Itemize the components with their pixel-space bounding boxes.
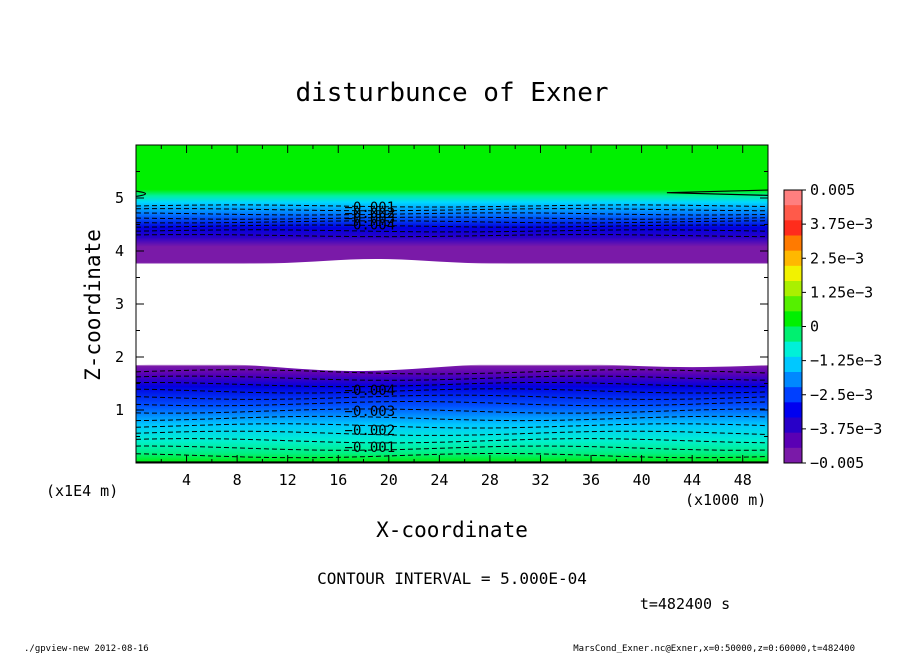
- y-axis-label: Z-coordinate: [81, 229, 105, 381]
- colorbar-cell: [784, 402, 802, 418]
- x-tick-label: 28: [481, 471, 499, 489]
- contour-line-lower: [135, 394, 769, 400]
- contour-label-lower: −0.002: [345, 423, 396, 439]
- colorbar-cell: [784, 326, 802, 343]
- colorbar-cell: [784, 356, 802, 373]
- contour-line-lower: [135, 381, 769, 388]
- x-unit-label: (x1000 m): [685, 491, 766, 509]
- x-axis-label: X-coordinate: [376, 518, 528, 542]
- contour-line-upper: [135, 216, 769, 220]
- contour-line-upper: [135, 204, 769, 208]
- contour-zero-right: [666, 189, 769, 196]
- colorbar-cell: [784, 341, 802, 358]
- colorbar-cell: [784, 220, 802, 236]
- colorbar-tick-label: 2.5e−3: [810, 249, 864, 267]
- contour-line-upper: [135, 212, 769, 216]
- contour-label-lower: −0.003: [345, 404, 396, 420]
- plot-area: −0.001−0.002−0.003−0.004−0.004−0.003−0.0…: [115, 144, 769, 489]
- contour-line-lower: [135, 408, 769, 414]
- contour-line-upper: [135, 220, 769, 224]
- colorbar-tick-label: −0.005: [810, 454, 864, 472]
- x-tick-label: 40: [633, 471, 651, 489]
- y-tick-label: 1: [115, 401, 124, 419]
- contour-line-lower: [135, 401, 769, 407]
- y-tick-label: 3: [115, 295, 124, 313]
- x-tick-label: 36: [582, 471, 600, 489]
- y-tick-label: 5: [115, 189, 124, 207]
- contour-label-upper: −0.001: [345, 200, 396, 216]
- contour-line-lower: [135, 369, 769, 375]
- colorbar-cell: [784, 205, 802, 221]
- footer-left: ./gpview-new 2012-08-16: [24, 644, 149, 654]
- colorbar-cell: [784, 387, 802, 403]
- x-tick-label: 20: [380, 471, 398, 489]
- colorbar-tick-label: −1.25e−3: [810, 352, 882, 370]
- colorbar: 0.005 3.75e−3 2.5e−3 1.25e−3 0 −1.25e−3 −2.5e−…: [783, 181, 882, 472]
- colorbar-cell: [784, 250, 802, 267]
- colorbar-cell: [784, 372, 802, 388]
- contour-line-upper: [135, 234, 769, 238]
- contour-line-lower: [135, 388, 769, 394]
- x-tick-label: 48: [734, 471, 752, 489]
- contour-line-lower: [135, 445, 769, 451]
- colorbar-tick-label: 1.25e−3: [810, 283, 873, 301]
- chart-title: disturbunce of Exner: [295, 78, 608, 108]
- colorbar-cell: [784, 296, 802, 312]
- time-label: t=482400 s: [640, 595, 730, 613]
- colorbar-tick-label: −2.5e−3: [810, 386, 873, 404]
- contour-line-upper: [135, 224, 769, 228]
- x-tick-label: 16: [329, 471, 347, 489]
- y-tick-label: 2: [115, 348, 124, 366]
- colorbar-cell: [784, 432, 802, 449]
- colorbar-tick-label: 0: [810, 318, 819, 336]
- contour-line-lower: [135, 430, 769, 436]
- contour-label-lower: −0.001: [345, 440, 396, 456]
- x-tick-label: 32: [531, 471, 549, 489]
- contour-line-lower: [135, 375, 769, 381]
- contour-label-upper: −0.004: [345, 218, 396, 234]
- contour-label-lower: −0.004: [345, 383, 396, 399]
- colorbar-tick-label: −3.75e−3: [810, 420, 882, 438]
- x-tick-label: 12: [279, 471, 297, 489]
- contour-interval-label: CONTOUR INTERVAL = 5.000E-04: [317, 569, 587, 588]
- x-tick-label: 44: [683, 471, 701, 489]
- contour-label-upper: −0.003: [345, 211, 396, 227]
- x-tick-label: 4: [182, 471, 191, 489]
- footer-right: MarsCond_Exner.nc@Exner,x=0:50000,z=0:60…: [573, 644, 855, 654]
- colorbar-cell: [784, 265, 802, 282]
- colorbar-cell: [784, 447, 802, 464]
- contour-line-lower: [135, 415, 769, 422]
- contour-line-upper: [135, 229, 769, 233]
- x-tick-label: 24: [430, 471, 448, 489]
- colorbar-cell: [784, 281, 802, 297]
- y-unit-label: (x1E4 m): [46, 482, 118, 500]
- colorbar-cell: [784, 235, 802, 252]
- y-tick-label: 4: [115, 242, 124, 260]
- colorbar-cell: [784, 311, 802, 327]
- contour-line-lower: [135, 438, 769, 444]
- colorbar-tick-label: 3.75e−3: [810, 215, 873, 233]
- contour-line-lower: [135, 452, 769, 459]
- colorbar-cell: [784, 190, 802, 206]
- colorbar-cell: [784, 417, 802, 434]
- x-tick-label: 8: [233, 471, 242, 489]
- colorbar-tick-label: 0.005: [810, 181, 855, 199]
- contour-line-upper: [135, 208, 769, 212]
- contour-zero-left: [135, 190, 147, 198]
- contour-line-lower: [135, 423, 769, 429]
- contour-label-upper: −0.002: [345, 206, 396, 222]
- missing-data-region: [136, 258, 768, 372]
